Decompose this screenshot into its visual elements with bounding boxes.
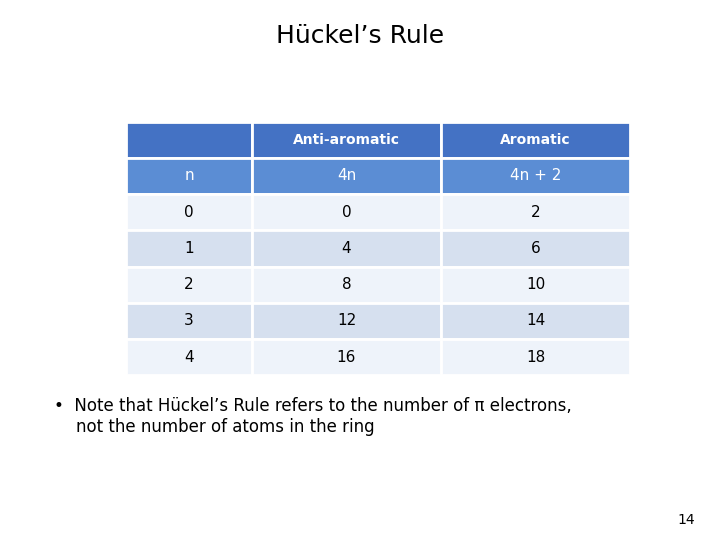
Bar	[126, 230, 252, 267]
Bar	[441, 122, 630, 158]
Bar	[252, 339, 441, 375]
Text: not the number of atoms in the ring: not the number of atoms in the ring	[76, 418, 374, 436]
Bar	[441, 267, 630, 303]
Text: 4: 4	[184, 350, 194, 364]
Text: 1: 1	[184, 241, 194, 256]
Text: 0: 0	[342, 205, 351, 220]
Text: 12: 12	[337, 313, 356, 328]
Text: •  Note that Hückel’s Rule refers to the number of π electrons,: • Note that Hückel’s Rule refers to the …	[54, 397, 572, 415]
Bar	[126, 303, 252, 339]
Text: Anti-aromatic: Anti-aromatic	[293, 133, 400, 147]
Text: n: n	[184, 168, 194, 184]
Bar	[126, 339, 252, 375]
Text: 2: 2	[531, 205, 540, 220]
Bar	[441, 303, 630, 339]
Text: 4n: 4n	[337, 168, 356, 184]
Bar	[126, 122, 252, 158]
Bar	[441, 230, 630, 267]
Bar	[441, 194, 630, 230]
Text: 2: 2	[184, 277, 194, 292]
Bar	[252, 303, 441, 339]
Text: 18: 18	[526, 350, 545, 364]
Text: Aromatic: Aromatic	[500, 133, 571, 147]
Text: 16: 16	[337, 350, 356, 364]
Bar	[126, 158, 252, 194]
Text: 6: 6	[531, 241, 541, 256]
Text: 14: 14	[526, 313, 545, 328]
Text: 8: 8	[342, 277, 351, 292]
Bar	[252, 122, 441, 158]
Bar	[441, 158, 630, 194]
Text: 4: 4	[342, 241, 351, 256]
Bar	[126, 194, 252, 230]
Text: 3: 3	[184, 313, 194, 328]
Text: 0: 0	[184, 205, 194, 220]
Bar	[252, 230, 441, 267]
Text: 14: 14	[678, 512, 695, 526]
Bar	[252, 158, 441, 194]
Text: 4n + 2: 4n + 2	[510, 168, 561, 184]
Bar	[252, 194, 441, 230]
Text: 10: 10	[526, 277, 545, 292]
Bar	[252, 267, 441, 303]
Bar	[126, 267, 252, 303]
Bar	[441, 339, 630, 375]
Text: Hückel’s Rule: Hückel’s Rule	[276, 24, 444, 48]
